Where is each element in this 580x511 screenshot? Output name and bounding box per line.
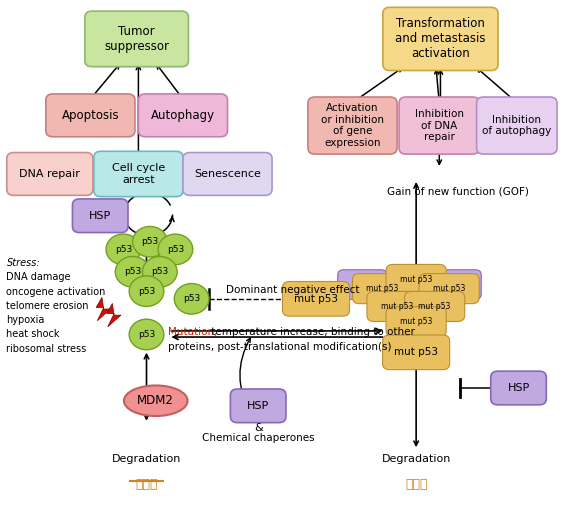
FancyBboxPatch shape — [386, 264, 446, 294]
Text: HSP: HSP — [89, 211, 111, 221]
FancyBboxPatch shape — [432, 270, 481, 299]
Text: Degradation: Degradation — [382, 454, 451, 464]
FancyBboxPatch shape — [308, 97, 397, 154]
Text: MDM2: MDM2 — [137, 394, 174, 407]
Text: mut p53: mut p53 — [433, 284, 465, 293]
Text: Senescence: Senescence — [194, 169, 261, 179]
Text: mut p53: mut p53 — [294, 294, 338, 304]
Text: Degradation: Degradation — [112, 454, 181, 464]
FancyBboxPatch shape — [383, 7, 498, 71]
Circle shape — [158, 234, 193, 265]
Text: Apoptosis: Apoptosis — [61, 109, 119, 122]
Text: Gain of new function (GOF): Gain of new function (GOF) — [387, 187, 529, 197]
Ellipse shape — [124, 385, 187, 416]
Circle shape — [115, 257, 150, 287]
Text: proteins, post-translational modification(s): proteins, post-translational modificatio… — [169, 342, 392, 352]
Text: HSP: HSP — [508, 383, 530, 393]
FancyBboxPatch shape — [386, 307, 446, 337]
Text: HSP: HSP — [402, 314, 421, 324]
Text: p53: p53 — [138, 287, 155, 296]
Circle shape — [143, 257, 177, 287]
Circle shape — [106, 234, 141, 265]
FancyBboxPatch shape — [46, 94, 135, 137]
Text: p53: p53 — [151, 267, 168, 276]
Circle shape — [133, 226, 168, 257]
FancyBboxPatch shape — [7, 153, 93, 195]
FancyBboxPatch shape — [367, 291, 427, 321]
Text: 〜〜〜: 〜〜〜 — [135, 478, 158, 491]
FancyBboxPatch shape — [230, 389, 286, 423]
Circle shape — [129, 319, 164, 350]
FancyBboxPatch shape — [338, 270, 387, 299]
FancyBboxPatch shape — [477, 97, 557, 154]
Text: p53: p53 — [115, 245, 132, 254]
Text: Chemical chaperones: Chemical chaperones — [202, 433, 314, 444]
Text: Inhibition
of autophagy: Inhibition of autophagy — [482, 115, 552, 136]
Text: mut p53: mut p53 — [400, 317, 432, 326]
Text: temperature increase, binding to other: temperature increase, binding to other — [208, 327, 415, 337]
Text: mut p53: mut p53 — [381, 302, 413, 311]
Text: ribosomal stress: ribosomal stress — [6, 344, 87, 354]
Text: oncogene activation: oncogene activation — [6, 287, 106, 296]
Text: p53: p53 — [183, 294, 200, 304]
Text: Dominant negative effect: Dominant negative effect — [226, 285, 360, 295]
FancyBboxPatch shape — [419, 273, 479, 304]
Text: mut p53: mut p53 — [367, 284, 399, 293]
FancyBboxPatch shape — [405, 291, 465, 321]
Polygon shape — [107, 304, 121, 327]
Text: telomere erosion: telomere erosion — [6, 301, 89, 311]
FancyBboxPatch shape — [383, 335, 450, 369]
FancyBboxPatch shape — [387, 305, 436, 334]
Text: &: & — [254, 423, 263, 433]
FancyBboxPatch shape — [399, 97, 480, 154]
FancyBboxPatch shape — [94, 151, 183, 197]
Text: Inhibition
of DNA
repair: Inhibition of DNA repair — [415, 109, 464, 142]
Text: DNA repair: DNA repair — [20, 169, 80, 179]
Text: hypoxia: hypoxia — [6, 315, 45, 325]
Text: Mutation,: Mutation, — [169, 327, 218, 337]
Text: p53: p53 — [142, 237, 158, 246]
Text: heat shock: heat shock — [6, 330, 60, 339]
Text: Cell cycle
arrest: Cell cycle arrest — [112, 163, 165, 185]
Text: Tumor
suppressor: Tumor suppressor — [104, 25, 169, 53]
FancyBboxPatch shape — [85, 11, 188, 67]
FancyBboxPatch shape — [72, 199, 128, 233]
FancyBboxPatch shape — [183, 153, 272, 195]
Text: DNA damage: DNA damage — [6, 272, 71, 282]
Text: p53: p53 — [124, 267, 142, 276]
Text: mut p53: mut p53 — [394, 347, 438, 357]
Text: mut p53: mut p53 — [400, 275, 432, 284]
Text: Transformation
and metastasis
activation: Transformation and metastasis activation — [395, 17, 485, 60]
Circle shape — [126, 195, 170, 234]
Polygon shape — [96, 297, 111, 321]
Text: p53: p53 — [138, 330, 155, 339]
FancyBboxPatch shape — [491, 371, 546, 405]
Circle shape — [129, 276, 164, 307]
Text: HSP: HSP — [247, 401, 269, 411]
Text: Stress:: Stress: — [6, 258, 40, 268]
FancyBboxPatch shape — [353, 273, 412, 304]
Text: 〜〜〜: 〜〜〜 — [405, 478, 427, 491]
FancyBboxPatch shape — [282, 282, 350, 316]
Text: p53: p53 — [167, 245, 184, 254]
Circle shape — [174, 284, 209, 314]
Text: HSP: HSP — [447, 280, 466, 290]
Text: Activation
or inhibition
of gene
expression: Activation or inhibition of gene express… — [321, 103, 384, 148]
FancyBboxPatch shape — [139, 94, 227, 137]
Text: HSP: HSP — [353, 280, 372, 290]
Text: mut p53: mut p53 — [418, 302, 451, 311]
Text: Autophagy: Autophagy — [151, 109, 215, 122]
